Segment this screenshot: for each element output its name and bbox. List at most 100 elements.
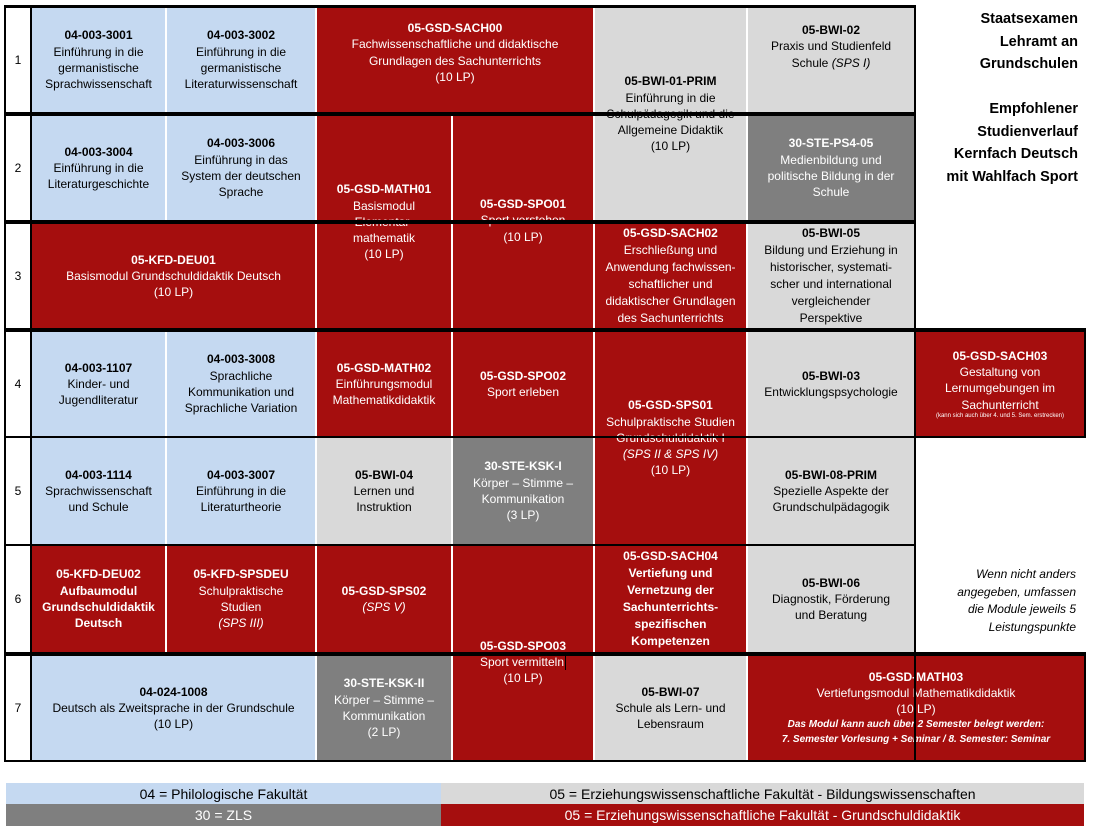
- module-05-gsd-sach04: 05-GSD-SACH04 Vertiefung und Vernetzung …: [595, 546, 746, 652]
- row-number-6: 6: [14, 592, 22, 606]
- module-line: Grundschuldidaktik: [42, 600, 155, 614]
- note-line: Leistungspunkte: [988, 619, 1076, 634]
- module-line: Jugendliteratur: [58, 393, 139, 408]
- title-line: Empfohlener: [989, 101, 1078, 117]
- module-code: 05-GSD-SACH03: [952, 348, 1048, 363]
- module-line: (10 LP): [650, 139, 691, 154]
- module-line: Kommunikation und: [187, 385, 295, 399]
- note-line: die Module jeweils 5: [967, 602, 1076, 616]
- module-05-kfd-deu02: 05-KFD-DEU02 Aufbaumodul Grundschuldidak…: [32, 546, 165, 652]
- grid-line: [6, 544, 916, 546]
- module-line: mathematik: [352, 231, 416, 246]
- text-cursor: [565, 655, 567, 671]
- module-05-gsd-math02: 05-GSD-MATH02 Einführungsmodul Mathemati…: [317, 332, 451, 436]
- module-line: Einführung in die: [53, 160, 144, 175]
- module-line: und Beratung: [794, 608, 868, 623]
- module-code: 04-003-3007: [206, 467, 276, 482]
- module-line: Sprachliche Variation: [184, 401, 298, 416]
- module-code: 05-GSD-SACH00: [407, 21, 503, 35]
- module-code: 05-GSD-SACH04: [623, 548, 718, 563]
- module-04-003-3008: 04-003-3008 Sprachliche Kommunikation un…: [167, 332, 315, 436]
- module-30-ste-ksk-i: 30-STE-KSK-I Körper – Stimme – Kommunika…: [453, 438, 593, 544]
- module-code: 05-GSD-SPO01: [479, 197, 567, 211]
- title-line: Kernfach Deutsch: [953, 146, 1078, 162]
- module-line: Vernetzung der: [627, 582, 714, 597]
- module-line: vergleichender: [791, 294, 871, 309]
- module-line: Fachwissenschaftliche und didaktische: [351, 37, 559, 52]
- module-code: 04-003-3008: [206, 352, 276, 367]
- module-line: Sprachwissenschaft: [45, 77, 152, 92]
- module-line: Anwendung fachwissen-: [605, 259, 736, 274]
- module-line: Gestaltung von: [959, 365, 1041, 380]
- module-05-bwi-04: 05-BWI-04 Lernen und Instruktion: [317, 438, 451, 544]
- module-code: 05-BWI-07: [641, 684, 700, 699]
- row-number-1: 1: [14, 53, 22, 67]
- note-line: Wenn nicht anders: [976, 567, 1076, 581]
- module-05-bwi-05: 05-BWI-05 Bildung und Erziehung in histo…: [748, 224, 914, 328]
- module-05-bwi-03: 05-BWI-03 Entwicklungspsychologie: [748, 332, 914, 436]
- module-code: 05-BWI-08-PRIM: [784, 467, 877, 482]
- module-line: Einführung in die: [53, 44, 144, 59]
- credit-points-note: Wenn nicht anders angegeben, umfassen di…: [918, 566, 1076, 636]
- module-code: 30-STE-KSK-II: [343, 676, 425, 691]
- module-line: Schule als Lern- und: [615, 700, 726, 715]
- module-line: Sprachliche: [209, 368, 273, 383]
- module-30-ste-ps4-05: 30-STE-PS4-05 Medienbildung und politisc…: [748, 116, 914, 220]
- module-line: Literaturgeschichte: [47, 177, 150, 192]
- grid-line: [6, 112, 916, 116]
- row-number-4: 4: [14, 377, 22, 391]
- module-footnote: (kann sich auch über 4. und 5. Sem. erst…: [935, 413, 1065, 420]
- module-line: Allgemeine Didaktik: [617, 123, 724, 138]
- row-number-5: 5: [14, 484, 22, 498]
- module-code: 30-STE-KSK-I: [484, 459, 562, 474]
- module-line: Einführungsmodul: [335, 376, 433, 391]
- module-04-003-1107: 04-003-1107 Kinder- und Jugendliteratur: [32, 332, 165, 436]
- module-code: 05-GSD-MATH03: [868, 669, 964, 684]
- module-line: Vertiefungsmodul Mathematikdidaktik: [816, 685, 1016, 700]
- module-04-003-3002: 04-003-3002 Einführung in die germanisti…: [167, 8, 315, 112]
- module-code: 04-003-3006: [206, 136, 276, 151]
- module-code: 05-BWI-03: [801, 368, 860, 383]
- module-line: Schulpraktische Studien: [606, 414, 735, 429]
- module-line: Sachunterricht: [961, 397, 1039, 412]
- module-line: germanistische: [58, 61, 139, 75]
- note-line: angegeben, umfassen: [957, 584, 1076, 599]
- grid-line: [6, 5, 916, 8]
- module-line: Perspektive: [799, 311, 863, 326]
- module-code: 05-KFD-DEU02: [56, 567, 141, 582]
- title-line: Staatsexamen: [980, 11, 1078, 27]
- module-line: Einführung in das: [194, 152, 288, 167]
- module-code: 04-003-3001: [64, 28, 133, 43]
- module-line: Literaturtheorie: [200, 500, 282, 515]
- module-30-ste-ksk-ii: 30-STE-KSK-II Körper – Stimme – Kommunik…: [317, 656, 451, 760]
- legend-grundschuldidaktik: 05 = Erziehungswissenschaftliche Fakultä…: [441, 804, 1084, 826]
- module-line: Sachunterrichts-: [622, 600, 719, 614]
- module-line: Einführung in die: [195, 44, 287, 59]
- module-05-gsd-spo02: 05-GSD-SPO02 Sport erleben: [453, 332, 593, 436]
- module-line: Basismodul: [352, 198, 416, 213]
- module-line: (10 LP): [503, 229, 543, 244]
- module-code: 04-003-1107: [64, 360, 133, 375]
- legend-bildungswissenschaften: 05 = Erziehungswissenschaftliche Fakultä…: [441, 783, 1084, 804]
- module-line: und Schule: [68, 500, 129, 515]
- module-line: (10 LP): [364, 247, 404, 262]
- legend-zls: 30 = ZLS: [6, 804, 441, 826]
- module-04-024-1008: 04-024-1008 Deutsch als Zweitsprache in …: [32, 656, 315, 760]
- module-code: 04-003-1114: [65, 467, 132, 482]
- module-line: Basismodul Grundschuldidaktik Deutsch: [66, 268, 281, 283]
- module-05-gsd-sach00: 05-GSD-SACH00 Fachwissenschaftliche und …: [317, 8, 593, 112]
- grid-line: [6, 220, 916, 224]
- module-line: System der deutschen: [181, 169, 301, 183]
- module-line: Schule: [812, 185, 850, 200]
- module-line: historischer, systemati-: [769, 259, 893, 274]
- module-italic: (SPS V): [362, 600, 406, 614]
- module-line: (2 LP): [367, 725, 401, 740]
- module-code: 05-GSD-SPS01: [628, 398, 713, 413]
- page-title: Staatsexamen Lehramt an Grundschulen Emp…: [922, 8, 1078, 188]
- module-line: Schule (SPS I): [792, 55, 871, 71]
- module-04-003-1114: 04-003-1114 Sprachwissenschaft und Schul…: [32, 438, 165, 544]
- module-line: Lernen und: [353, 483, 415, 498]
- module-code: 05-GSD-SPO02: [479, 368, 567, 383]
- module-line: Medienbildung und: [780, 152, 882, 167]
- title-line: Grundschulen: [979, 56, 1078, 72]
